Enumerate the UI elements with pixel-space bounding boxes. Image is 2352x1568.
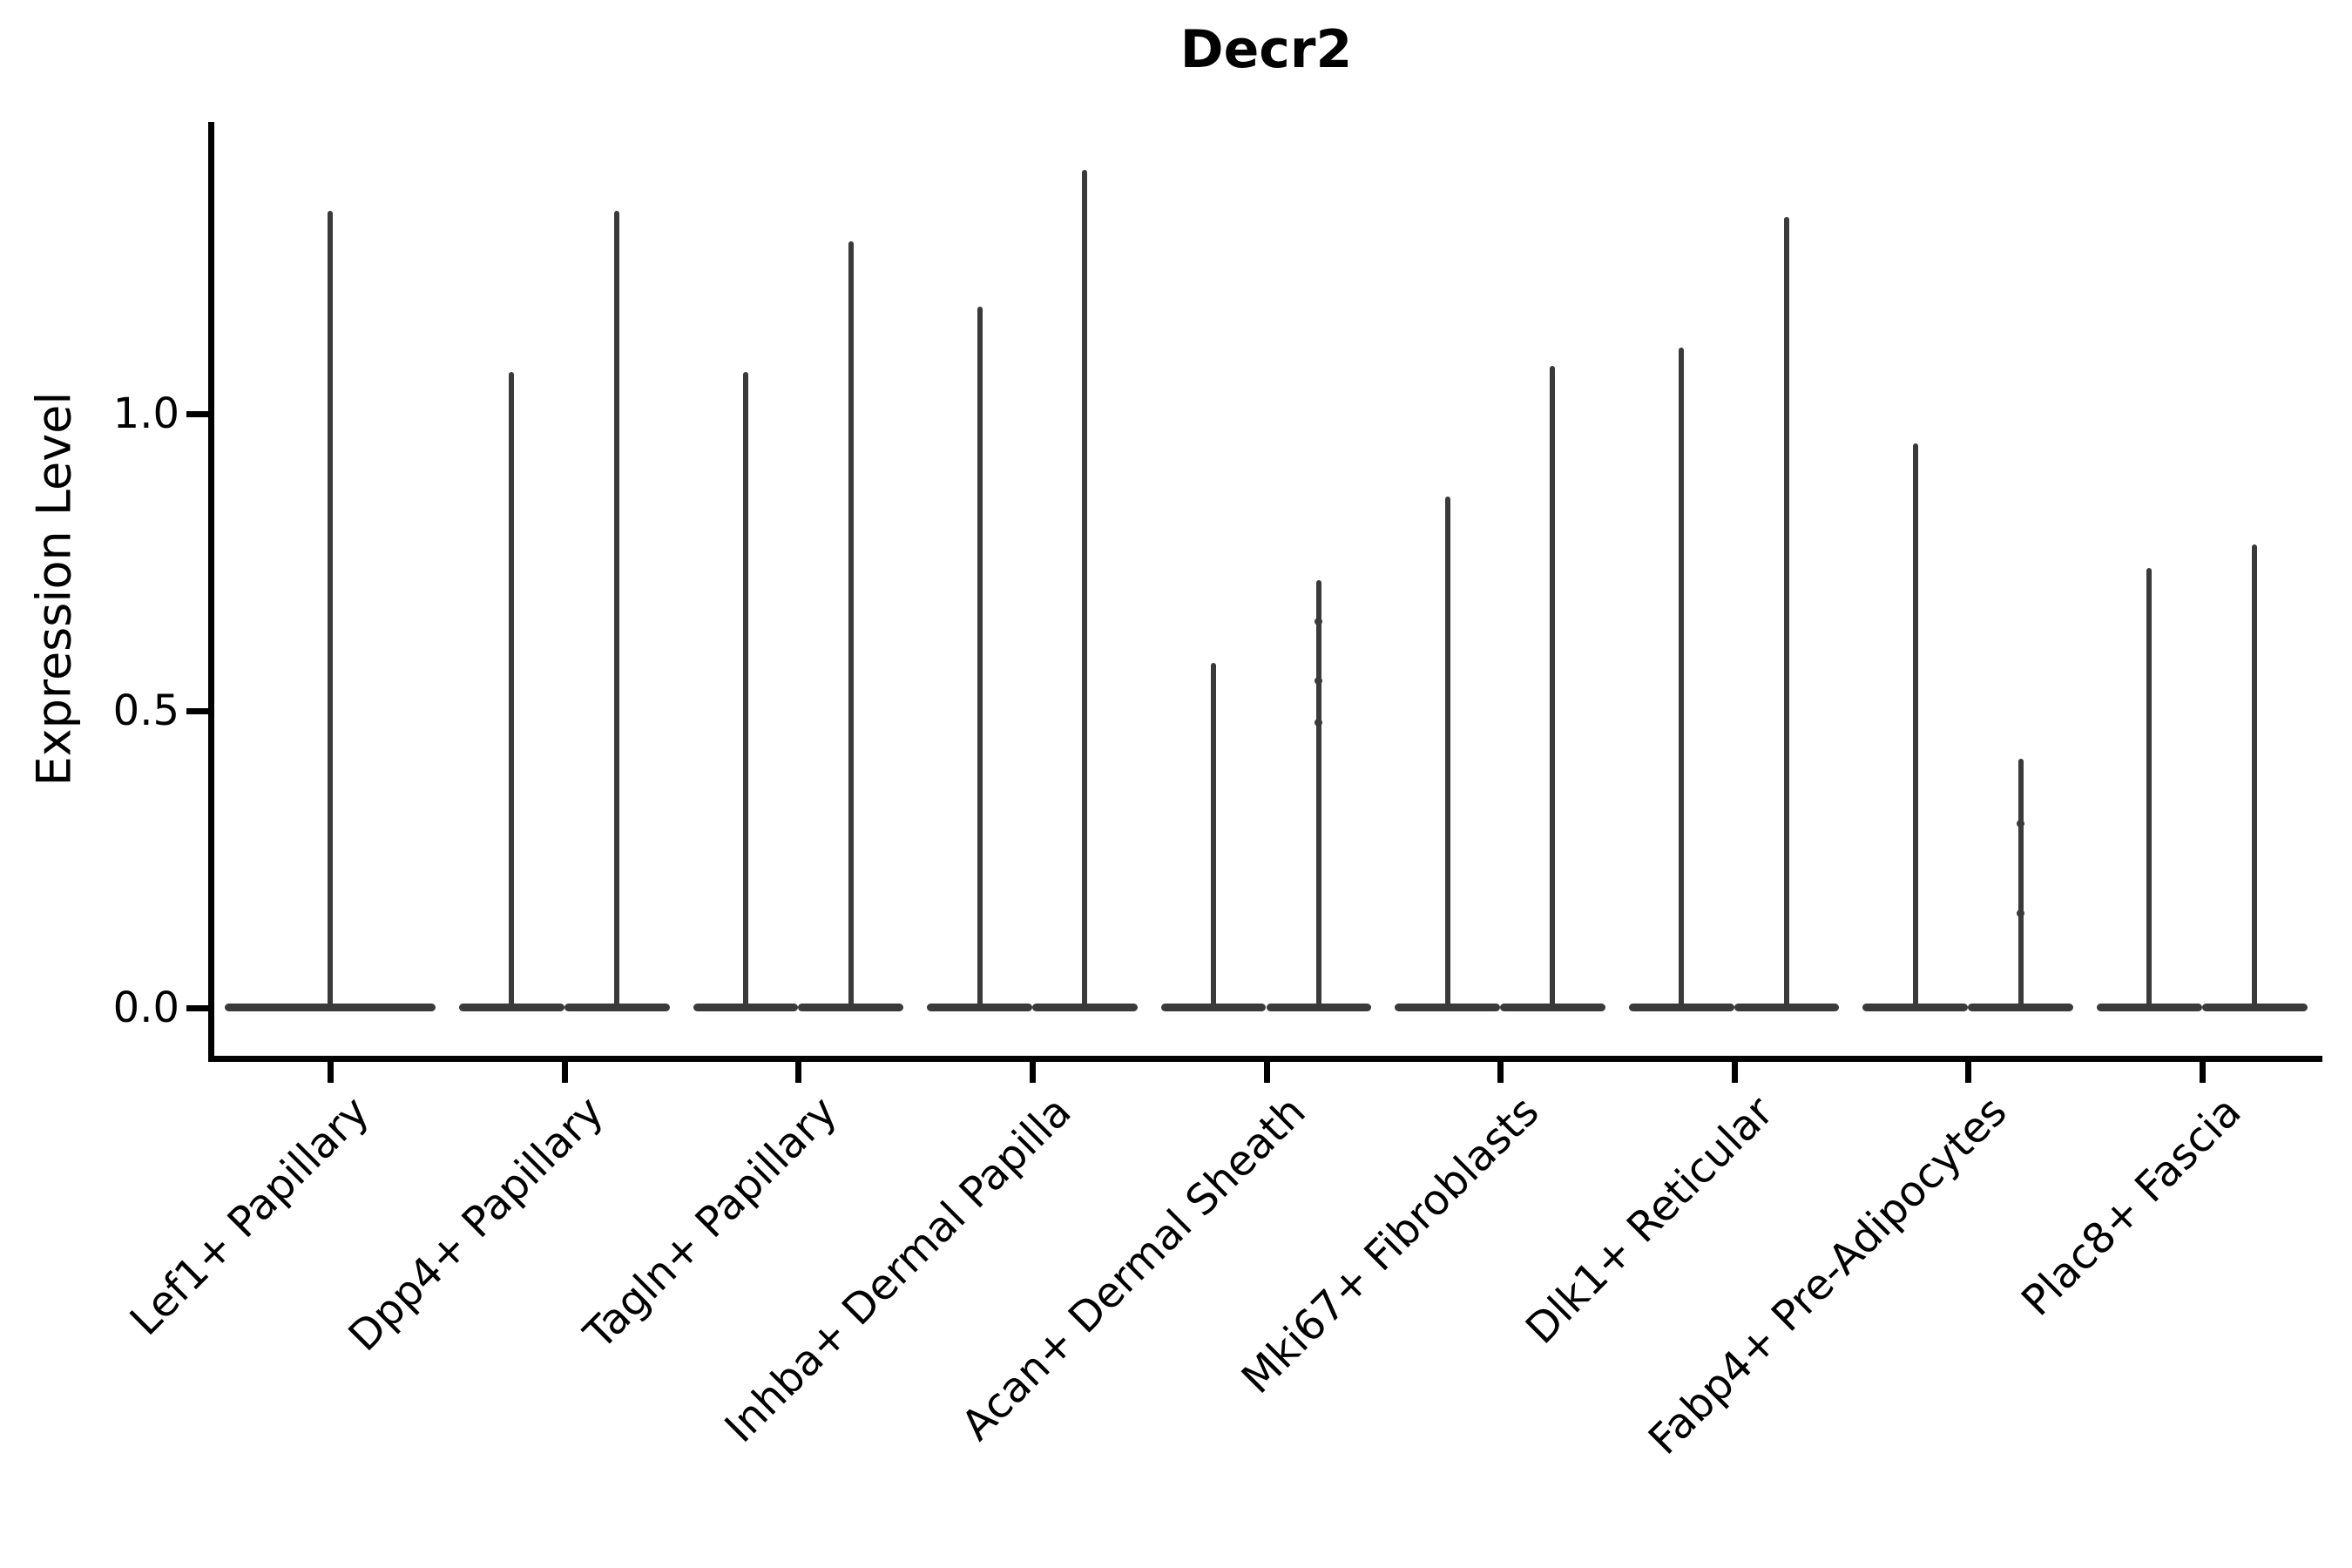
x-tick-mark	[795, 1062, 802, 1083]
y-tick-mark	[186, 1005, 209, 1012]
violin-spike	[1444, 497, 1450, 1011]
x-tick-mark	[1263, 1062, 1270, 1083]
violin-spike	[1211, 663, 1217, 1011]
violin-spike	[1315, 579, 1321, 1011]
y-tick-label: 0.0	[112, 983, 179, 1033]
y-tick-mark	[186, 707, 209, 714]
expression-dot	[2017, 820, 2025, 828]
x-tick-label: Dpp4+ Papillary	[339, 1087, 613, 1362]
violin-spike	[1679, 348, 1685, 1011]
chart-title: Decr2	[1179, 19, 1353, 80]
x-tick-mark	[1497, 1062, 1504, 1083]
x-tick-mark	[1731, 1062, 1738, 1083]
y-tick-label: 1.0	[112, 389, 179, 438]
x-tick-mark	[1965, 1062, 1972, 1083]
violin-spike	[509, 371, 515, 1011]
violin-spike	[1550, 365, 1556, 1011]
violin-spike	[2146, 568, 2153, 1011]
violin-spike	[977, 306, 983, 1011]
x-tick-label: Tagln+ Papillary	[575, 1087, 847, 1359]
x-tick-mark	[2199, 1062, 2206, 1083]
x-tick-mark	[561, 1062, 568, 1083]
violin-spike	[2017, 758, 2024, 1011]
x-tick-label: Plac8+ Fascia	[2011, 1087, 2251, 1326]
x-axis-spine	[208, 1056, 2322, 1062]
y-tick-mark	[186, 410, 209, 417]
violin-spike	[328, 211, 334, 1011]
violin-spike	[1082, 169, 1088, 1011]
violin-spike	[1912, 443, 1918, 1011]
y-axis-spine	[208, 122, 214, 1062]
violin-spike	[614, 211, 620, 1011]
y-tick-label: 0.5	[112, 686, 179, 735]
expression-dot	[2017, 909, 2025, 917]
expression-dot	[1315, 677, 1323, 686]
violin-spike	[1784, 217, 1790, 1011]
x-tick-label: Dlk1+ Reticular	[1516, 1087, 1783, 1354]
x-tick-label: Lef1+ Papillary	[120, 1087, 379, 1345]
expression-dot	[1315, 618, 1323, 626]
expression-dot	[1315, 719, 1323, 727]
violin-spike	[848, 240, 854, 1011]
violin-spike	[742, 371, 748, 1011]
x-tick-mark	[1029, 1062, 1036, 1083]
x-tick-mark	[328, 1062, 335, 1083]
violin-spike	[2252, 544, 2258, 1011]
